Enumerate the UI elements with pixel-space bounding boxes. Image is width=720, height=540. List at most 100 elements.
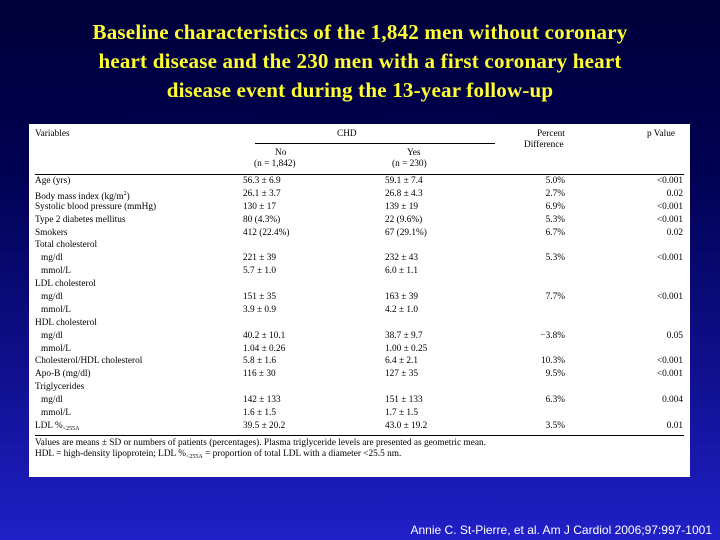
- cell-chd-yes: 43.0 ± 19.2: [385, 420, 428, 431]
- row-variable: Cholesterol/HDL cholesterol: [35, 355, 142, 368]
- header-no: No: [275, 148, 287, 158]
- cell-chd-yes: 163 ± 39: [385, 292, 418, 303]
- cell-percent-difference: 6.7%: [545, 227, 565, 238]
- table-row: LDL %<255A 39.5 ± 20.2 43.0 ± 19.2 3.5% 0.01: [35, 420, 684, 433]
- cell-p-value: <0.001: [656, 292, 683, 303]
- cell-chd-no: 142 ± 133: [243, 395, 281, 406]
- row-variable: Age (yrs): [35, 175, 70, 188]
- cell-percent-difference: 9.5%: [545, 369, 565, 380]
- footnote-abbrev-a: HDL = high-density lipoprotein; LDL %: [35, 448, 186, 459]
- cell-percent-difference: 10.3%: [540, 356, 565, 367]
- footnote-line-2: HDL = high-density lipoprotein; LDL %<25…: [35, 449, 684, 463]
- table-row: HDL cholesterol: [35, 317, 684, 330]
- row-variable: mg/dl: [41, 330, 63, 343]
- row-variable: mmol/L: [41, 343, 71, 356]
- cell-chd-no: 80 (4.3%): [243, 214, 281, 225]
- row-variable: LDL cholesterol: [35, 278, 96, 291]
- cell-chd-no: 151 ± 35: [243, 292, 276, 303]
- row-variable-text: LDL cholesterol: [35, 279, 96, 290]
- cell-percent-difference: 5.3%: [545, 214, 565, 225]
- cell-p-value: <0.001: [656, 201, 683, 212]
- cell-percent-difference: 3.5%: [545, 420, 565, 431]
- cell-chd-no: 5.7 ± 1.0: [243, 266, 276, 277]
- table-row: Type 2 diabetes mellitus 80 (4.3%) 22 (9.6…: [35, 214, 684, 227]
- cell-p-value: 0.004: [662, 395, 683, 406]
- row-variable: Total cholesterol: [35, 239, 97, 252]
- title-line-2: heart disease and the 230 men with a fir…: [98, 49, 622, 73]
- table-row: Age (yrs) 56.3 ± 6.9 59.1 ± 7.4 5.0% <0.001: [35, 175, 684, 188]
- cell-chd-yes: 26.8 ± 4.3: [385, 188, 423, 199]
- cell-chd-yes: 22 (9.6%): [385, 214, 423, 225]
- row-variable: mg/dl: [41, 252, 63, 265]
- cell-p-value: 0.02: [666, 227, 683, 238]
- cell-chd-no: 1.6 ± 1.5: [243, 408, 276, 419]
- row-variable-text: Total cholesterol: [35, 240, 98, 251]
- row-variable-text: mg/dl: [41, 330, 63, 341]
- cell-percent-difference: 7.7%: [545, 292, 565, 303]
- footnote-abbrev-sub: <255A: [185, 453, 203, 460]
- chd-divider: [255, 143, 495, 144]
- cell-chd-no: 40.2 ± 10.1: [243, 330, 286, 341]
- table-header: Variables CHD Percent Difference p Value…: [35, 128, 684, 175]
- cell-chd-no: 412 (22.4%): [243, 227, 290, 238]
- cell-p-value: 0.01: [666, 420, 683, 431]
- title-line-1: Baseline characteristics of the 1,842 me…: [92, 20, 628, 44]
- cell-chd-no: 116 ± 30: [243, 369, 276, 380]
- cell-p-value: <0.001: [656, 176, 683, 186]
- row-variable: Smokers: [35, 227, 68, 240]
- row-variable-text: mmol/L: [41, 304, 71, 315]
- row-variable: Type 2 diabetes mellitus: [35, 214, 126, 227]
- row-variable-text: Smokers: [35, 227, 68, 238]
- row-variable-text: mg/dl: [41, 395, 63, 406]
- cell-chd-yes: 6.0 ± 1.1: [385, 266, 418, 277]
- row-variable-text: Age (yrs): [35, 176, 71, 186]
- slide-title: Baseline characteristics of the 1,842 me…: [20, 18, 700, 105]
- cell-chd-no: 221 ± 39: [243, 253, 276, 264]
- row-variable: Apo-B (mg/dl): [35, 368, 91, 381]
- row-variable: Systolic blood pressure (mmHg): [35, 201, 156, 214]
- header-difference: Difference: [524, 140, 564, 150]
- cell-chd-yes: 4.2 ± 1.0: [385, 304, 418, 315]
- header-p-value: p Value: [647, 129, 675, 139]
- cell-chd-no: 1.04 ± 0.26: [243, 343, 286, 354]
- row-variable-sup: 2: [123, 190, 127, 197]
- table-row: mmol/L 3.9 ± 0.9 4.2 ± 1.0: [35, 304, 684, 317]
- header-variables: Variables: [35, 129, 70, 139]
- row-variable: mmol/L: [41, 407, 71, 420]
- cell-chd-yes: 1.7 ± 1.5: [385, 408, 418, 419]
- table-row: mmol/L 1.04 ± 0.26 1.00 ± 0.25: [35, 343, 684, 356]
- table-row: Cholesterol/HDL cholesterol 5.8 ± 1.6 6.4 …: [35, 355, 684, 368]
- row-variable-text: Type 2 diabetes mellitus: [35, 214, 126, 225]
- row-variable-text: Apo-B (mg/dl): [35, 369, 91, 380]
- cell-chd-yes: 151 ± 133: [385, 395, 423, 406]
- row-variable-text: LDL %: [35, 420, 63, 431]
- table-row: LDL cholesterol: [35, 278, 684, 291]
- table-row: Total cholesterol: [35, 239, 684, 252]
- cell-chd-yes: 6.4 ± 2.1: [385, 356, 418, 367]
- cell-percent-difference: 2.7%: [545, 188, 565, 199]
- cell-p-value: <0.001: [656, 253, 683, 264]
- citation: Annie C. St-Pierre, et al. Am J Cardiol …: [410, 523, 713, 537]
- row-variable: Body mass index (kg/m2): [35, 188, 130, 204]
- cell-percent-difference: 6.9%: [545, 201, 565, 212]
- cell-chd-no: 26.1 ± 3.7: [243, 188, 281, 199]
- row-variable-text: mg/dl: [41, 253, 63, 264]
- table-body: Age (yrs) 56.3 ± 6.9 59.1 ± 7.4 5.0% <0.001 B…: [35, 175, 684, 433]
- row-variable-text: mmol/L: [41, 343, 71, 354]
- row-variable-suffix: ): [126, 191, 130, 202]
- footnote-line-1: Values are means ± SD or numbers of pati…: [35, 437, 486, 448]
- table-row: mg/dl 142 ± 133 151 ± 133 6.3% 0.004: [35, 394, 684, 407]
- table-footnote: Values are means ± SD or numbers of pati…: [35, 434, 684, 463]
- cell-p-value: 0.05: [666, 330, 683, 341]
- row-variable: mg/dl: [41, 394, 63, 407]
- table-row: mmol/L 1.6 ± 1.5 1.7 ± 1.5: [35, 407, 684, 420]
- cell-chd-yes: 1.00 ± 0.25: [385, 343, 428, 354]
- row-variable: Triglycerides: [35, 381, 84, 394]
- row-variable-text: mg/dl: [41, 292, 63, 303]
- header-yes: Yes: [407, 148, 421, 158]
- cell-percent-difference: 6.3%: [545, 395, 565, 406]
- cell-chd-yes: 139 ± 19: [385, 201, 418, 212]
- row-variable: HDL cholesterol: [35, 317, 97, 330]
- cell-p-value: <0.001: [656, 214, 683, 225]
- header-chd: CHD: [337, 129, 357, 139]
